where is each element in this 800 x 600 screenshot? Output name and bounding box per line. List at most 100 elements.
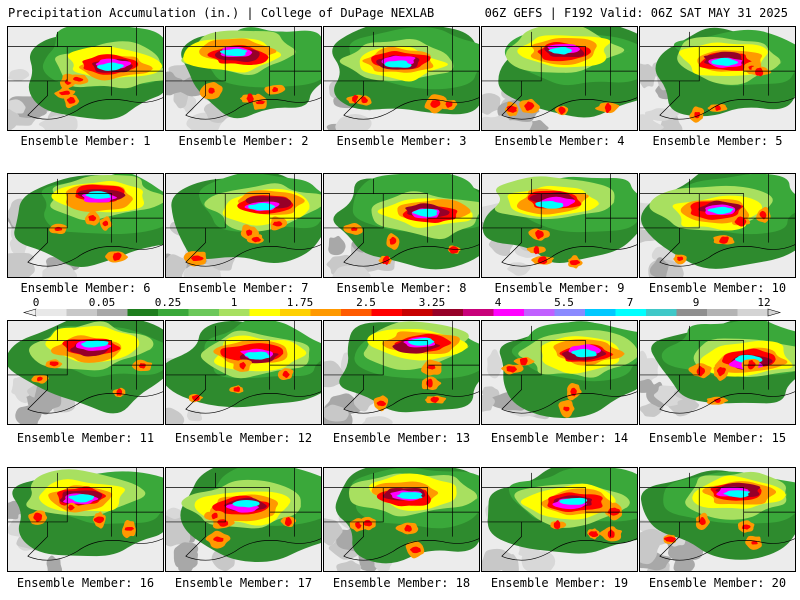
precip-contour — [569, 260, 581, 266]
legend-swatch — [554, 309, 586, 316]
precip-contour — [208, 87, 215, 94]
precip-contour — [482, 548, 518, 571]
state-boundary — [27, 97, 163, 120]
precip-contour — [677, 397, 700, 411]
precip-contour — [282, 370, 290, 378]
precip-contour — [81, 339, 109, 348]
state-boundary — [501, 97, 637, 120]
state-boundary — [640, 174, 795, 243]
state-boundary — [166, 325, 271, 410]
precip-contour — [711, 57, 739, 66]
member-caption: Ensemble Member: 5 — [652, 134, 783, 148]
precip-contour — [251, 236, 262, 243]
state-boundary — [8, 27, 163, 96]
precip-contour — [571, 349, 597, 358]
precip-contour — [535, 200, 564, 209]
legend-swatch — [371, 309, 403, 316]
precip-contour — [607, 529, 615, 539]
precip-contour — [36, 376, 43, 382]
precip-contour — [482, 386, 500, 399]
precip-contour — [46, 555, 63, 571]
legend-swatch — [310, 309, 342, 316]
ensemble-member-map — [323, 320, 480, 425]
precip-contour — [255, 100, 266, 105]
state-boundary — [640, 468, 795, 537]
member-caption: Ensemble Member: 18 — [332, 576, 471, 590]
member-caption: Ensemble Member: 3 — [336, 134, 467, 148]
valid-time: 06Z GEFS | F192 Valid: 06Z SAT MAY 31 20… — [484, 6, 788, 20]
legend-swatch — [188, 309, 220, 316]
precip-contour — [445, 101, 453, 108]
state-boundary — [324, 174, 479, 243]
legend-label: 0.25 — [154, 296, 182, 309]
state-boundary — [324, 472, 429, 557]
legend-swatch — [493, 309, 525, 316]
state-boundary — [343, 391, 479, 414]
state-boundary — [324, 31, 429, 116]
precip-contour — [8, 500, 22, 520]
precip-contour — [640, 536, 660, 565]
precip-contour — [524, 101, 535, 111]
precip-contour — [124, 527, 135, 531]
precip-contour — [363, 519, 373, 527]
legend-swatch — [97, 309, 128, 316]
state-boundary — [659, 244, 795, 267]
legend-swatch — [676, 309, 708, 316]
member-caption: Ensemble Member: 20 — [648, 576, 787, 590]
legend-swatch — [341, 309, 372, 316]
precip-contour — [138, 363, 146, 369]
precip-contour — [376, 400, 387, 407]
state-boundary — [8, 468, 163, 537]
precip-contour — [248, 202, 276, 211]
precip-contour — [72, 76, 84, 82]
legend-label: 9 — [692, 296, 700, 309]
precip-contour — [96, 62, 125, 71]
state-boundary — [501, 391, 637, 414]
precip-contour — [93, 516, 105, 524]
member-caption: Ensemble Member: 10 — [648, 281, 787, 295]
state-boundary — [659, 538, 795, 561]
member-caption: Ensemble Member: 9 — [494, 281, 625, 295]
state-boundary — [166, 468, 321, 537]
precip-contour — [430, 396, 440, 403]
precip-contour — [49, 361, 59, 367]
precip-contour — [559, 497, 588, 505]
legend-swatch — [249, 309, 281, 316]
precip-contour — [232, 499, 260, 508]
ensemble-member-map — [639, 467, 796, 572]
precip-contour — [482, 93, 501, 115]
precip-contour — [535, 229, 544, 240]
precip-contour — [8, 252, 35, 263]
precip-contour — [699, 516, 706, 526]
precip-contour — [8, 108, 20, 130]
precip-contour — [640, 350, 648, 380]
precip-contour — [482, 395, 496, 412]
legend-swatch — [36, 309, 67, 316]
legend-swatch — [127, 309, 159, 316]
legend-swatch — [158, 309, 189, 316]
precip-contour — [328, 235, 346, 256]
ensemble-member-map — [639, 320, 796, 425]
precip-contour — [558, 106, 566, 115]
precip-contour — [8, 68, 30, 82]
precip-contour — [519, 357, 528, 366]
legend-label: 7 — [626, 296, 634, 309]
member-caption: Ensemble Member: 1 — [20, 134, 151, 148]
legend-label: 0.05 — [88, 296, 116, 309]
state-boundary — [185, 97, 321, 120]
member-caption: Ensemble Member: 17 — [174, 576, 313, 590]
member-caption: Ensemble Member: 12 — [174, 431, 313, 445]
member-caption: Ensemble Member: 19 — [490, 576, 629, 590]
member-caption: Ensemble Member: 8 — [336, 281, 467, 295]
member-caption: Ensemble Member: 11 — [16, 431, 155, 445]
state-boundary — [27, 244, 163, 267]
precip-contour — [332, 265, 372, 277]
precip-contour — [361, 96, 369, 104]
precip-contour — [244, 351, 271, 360]
precip-contour — [537, 256, 548, 265]
legend-swatch — [737, 309, 769, 316]
legend-label: 0 — [32, 296, 40, 309]
precip-contour — [404, 524, 412, 532]
member-caption: Ensemble Member: 15 — [648, 431, 787, 445]
state-boundary — [166, 178, 271, 263]
